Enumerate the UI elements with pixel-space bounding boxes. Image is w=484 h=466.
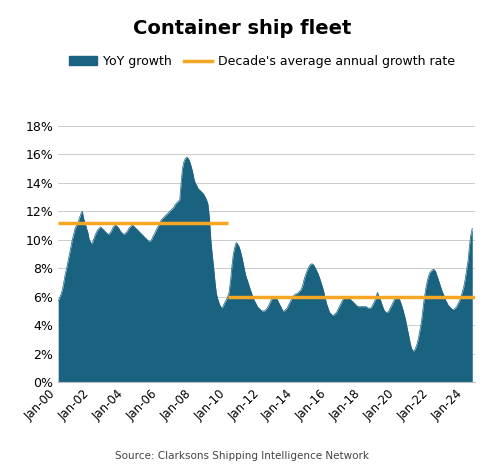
Text: Source: Clarksons Shipping Intelligence Network: Source: Clarksons Shipping Intelligence …	[115, 452, 369, 461]
Legend: YoY growth, Decade's average annual growth rate: YoY growth, Decade's average annual grow…	[64, 50, 459, 73]
Text: Container ship fleet: Container ship fleet	[133, 19, 351, 38]
